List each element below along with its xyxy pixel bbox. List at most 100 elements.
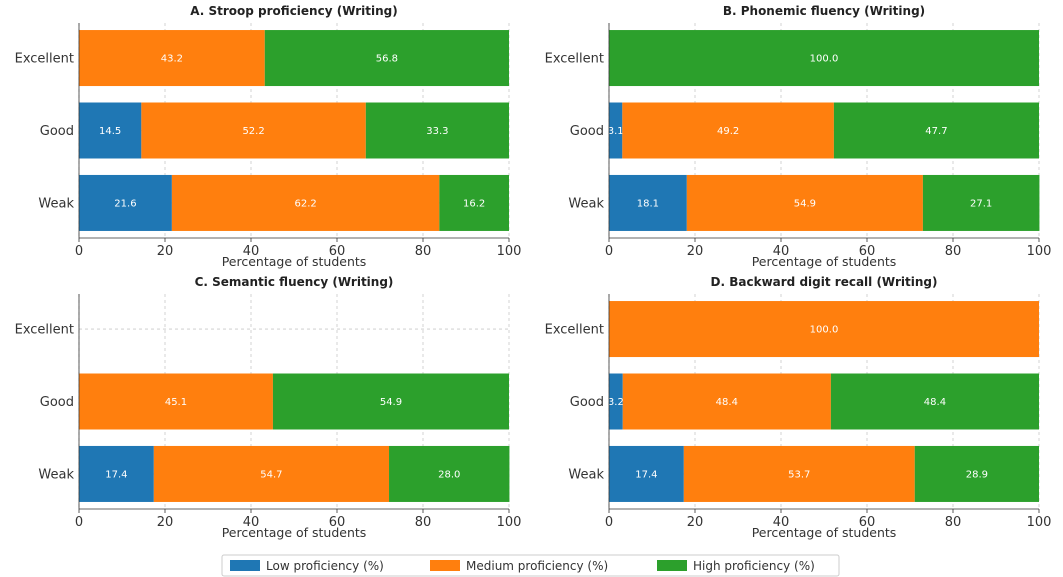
bar-segment <box>79 174 172 231</box>
bar-value-label: 100.0 <box>810 325 839 336</box>
bar-value-label: 100.0 <box>810 54 839 65</box>
x-axis-label: Percentage of students <box>222 254 367 269</box>
bar-value-label: 28.9 <box>966 469 988 480</box>
legend-swatch <box>430 560 460 571</box>
category-label: Good <box>40 124 74 139</box>
bar-segment <box>686 174 923 231</box>
x-tick-label: 40 <box>773 515 790 530</box>
bar-value-label: 14.5 <box>99 126 121 137</box>
bar-value-label: 48.4 <box>924 397 946 408</box>
panel-title: A. Stroop proficiency (Writing) <box>190 4 397 18</box>
bar-segment <box>833 102 1039 159</box>
bar-value-label: 43.2 <box>161 54 183 65</box>
x-tick-label: 100 <box>1027 515 1052 530</box>
bar-value-label: 18.1 <box>637 198 659 209</box>
bar-value-label: 28.0 <box>438 469 460 480</box>
category-label: Good <box>40 395 74 410</box>
bar-value-label: 16.2 <box>463 198 485 209</box>
x-tick-label: 60 <box>859 244 876 259</box>
x-tick-label: 40 <box>243 244 260 259</box>
category-label: Excellent <box>15 323 74 338</box>
bar-value-label: 3.1 <box>608 126 624 137</box>
x-tick-label: 0 <box>605 244 613 259</box>
legend-swatch <box>657 560 687 571</box>
bar-segment <box>79 102 142 159</box>
category-label: Excellent <box>15 52 74 67</box>
bar-segment <box>914 445 1039 502</box>
panel-title: B. Phonemic fluency (Writing) <box>723 4 925 18</box>
x-tick-label: 80 <box>415 515 432 530</box>
bar-segment <box>141 102 366 159</box>
category-label: Good <box>570 395 604 410</box>
legend-swatch <box>230 560 260 571</box>
category-label: Weak <box>38 196 74 211</box>
x-tick-label: 0 <box>75 515 83 530</box>
panel-3: Excellent 45.1 54.9 Good 17.4 54.7 28.0 Weak 0 20… <box>15 275 522 540</box>
bar-segment <box>609 301 1039 358</box>
x-axis-label: Percentage of students <box>752 254 897 269</box>
x-tick-label: 80 <box>945 244 962 259</box>
bar-value-label: 52.2 <box>242 126 264 137</box>
x-tick-label: 20 <box>687 515 704 530</box>
x-tick-label: 0 <box>75 244 83 259</box>
bar-value-label: 45.1 <box>165 397 187 408</box>
x-tick-label: 40 <box>773 244 790 259</box>
legend-label: High proficiency (%) <box>693 559 815 573</box>
bar-value-label: 3.2 <box>608 397 624 408</box>
bar-value-label: 47.7 <box>925 126 947 137</box>
x-tick-label: 40 <box>243 515 260 530</box>
category-label: Good <box>570 124 604 139</box>
bar-value-label: 33.3 <box>426 126 448 137</box>
x-tick-label: 20 <box>157 244 174 259</box>
bar-segment <box>609 445 684 502</box>
legend-label: Medium proficiency (%) <box>466 559 608 573</box>
panel-title: C. Semantic fluency (Writing) <box>195 275 394 289</box>
panel-4: 100.0 Excellent 3.2 48.4 48.4 Good 17.4 53.7 28.… <box>545 275 1052 540</box>
legend: Low proficiency (%) Medium proficiency (%… <box>221 554 840 577</box>
x-tick-label: 60 <box>329 244 346 259</box>
panel-title: D. Backward digit recall (Writing) <box>711 275 938 289</box>
bar-segment <box>683 445 915 502</box>
category-label: Excellent <box>545 52 604 67</box>
bar-segment <box>609 174 687 231</box>
bar-value-label: 17.4 <box>105 469 127 480</box>
x-tick-label: 20 <box>687 244 704 259</box>
bar-value-label: 27.1 <box>970 198 992 209</box>
bar-segment <box>79 373 273 430</box>
bar-segment <box>609 373 623 430</box>
bar-segment <box>171 174 440 231</box>
bar-segment <box>79 445 154 502</box>
bar-segment <box>622 102 834 159</box>
category-label: Weak <box>568 467 604 482</box>
bar-value-label: 21.6 <box>114 198 136 209</box>
bar-segment <box>365 102 509 159</box>
bar-value-label: 62.2 <box>294 198 316 209</box>
bar-segment <box>622 373 831 430</box>
bar-segment <box>609 102 623 159</box>
bar-segment <box>922 174 1040 231</box>
bar-segment <box>389 445 510 502</box>
x-tick-label: 80 <box>945 515 962 530</box>
bar-segment <box>830 373 1039 430</box>
bar-value-label: 17.4 <box>635 469 657 480</box>
bar-value-label: 54.9 <box>794 198 816 209</box>
x-axis-label: Percentage of students <box>222 525 367 540</box>
x-tick-label: 100 <box>497 515 522 530</box>
x-tick-label: 20 <box>157 515 174 530</box>
x-tick-label: 100 <box>1027 244 1052 259</box>
bar-segment <box>264 30 509 87</box>
category-label: Excellent <box>545 323 604 338</box>
bar-segment <box>439 174 509 231</box>
x-axis-label: Percentage of students <box>752 525 897 540</box>
bar-value-label: 49.2 <box>717 126 739 137</box>
x-tick-label: 100 <box>497 244 522 259</box>
panel-2: 100.0 Excellent 3.1 49.2 47.7 Good 18.1 54.9 27.… <box>545 4 1052 269</box>
bar-value-label: 54.9 <box>380 397 402 408</box>
panel-1: 43.2 56.8 Excellent 14.5 52.2 33.3 Good 21.6 62.… <box>15 4 522 269</box>
bar-segment <box>153 445 390 502</box>
x-tick-label: 60 <box>859 515 876 530</box>
bar-value-label: 48.4 <box>716 397 738 408</box>
category-label: Weak <box>568 196 604 211</box>
bar-segment <box>272 373 509 430</box>
